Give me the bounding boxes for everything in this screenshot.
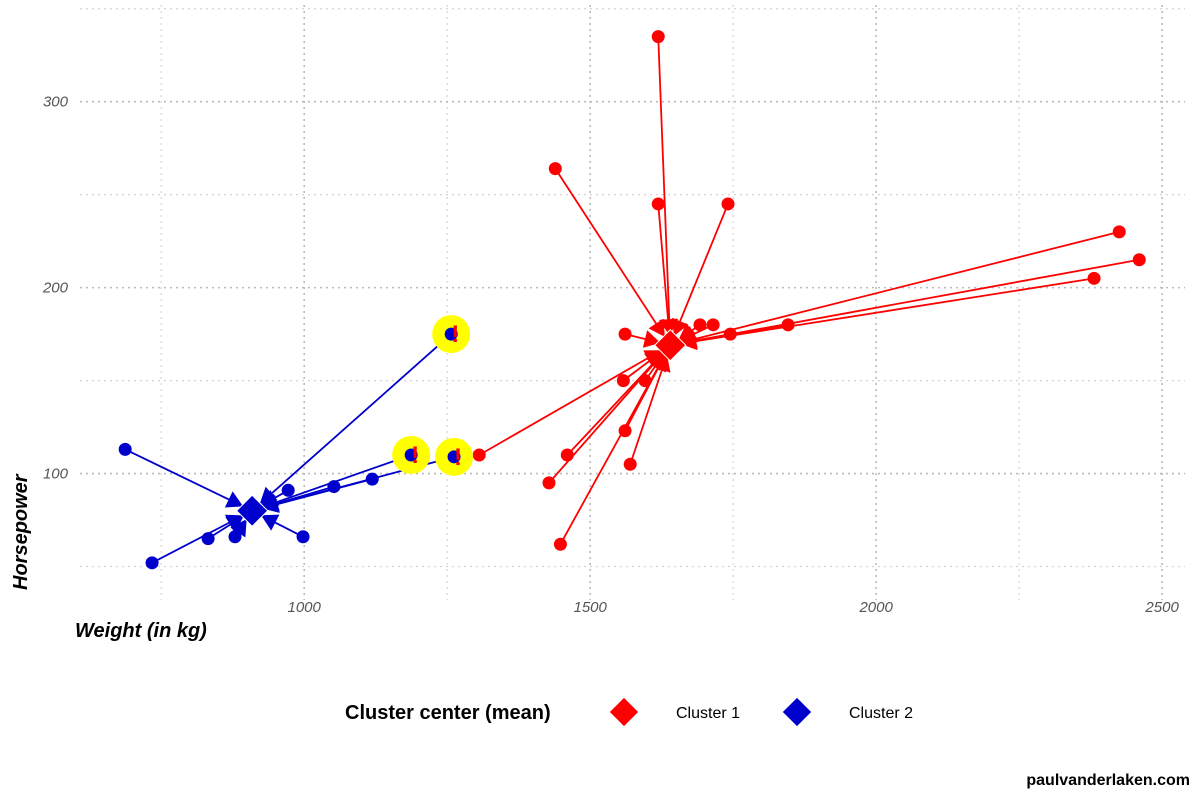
x-tick-label: 1500: [573, 599, 607, 616]
y-axis-label: Horsepower: [10, 473, 32, 590]
data-point: [228, 530, 242, 544]
data-point: [447, 450, 461, 464]
point-to-center-line: [548, 344, 671, 484]
outlier-marker: !: [454, 444, 462, 471]
arrowhead: [259, 486, 278, 505]
tick-labels: 1000 1500 2000 2500 100 200 300: [42, 94, 1179, 616]
data-point: [281, 483, 295, 497]
arrowhead: [648, 318, 665, 337]
arrowhead: [230, 519, 247, 538]
data-point: [1087, 271, 1101, 285]
data-point: [327, 480, 341, 494]
data-point: [616, 374, 630, 388]
point-to-center-line: [657, 36, 672, 346]
data-point: [118, 442, 132, 456]
legend-label-cluster-2: Cluster 2: [849, 705, 913, 722]
point-to-center-line: [670, 230, 1120, 347]
cluster-lines: [124, 36, 1140, 564]
data-point: [542, 476, 556, 490]
arrowhead: [261, 514, 280, 531]
data-point: [553, 537, 567, 551]
data-point: [723, 327, 737, 341]
data-point: [638, 374, 652, 388]
outlier-marker: !: [451, 321, 459, 348]
arrowhead: [224, 491, 244, 508]
data-point: [1132, 253, 1146, 267]
outlier-marker: !: [411, 442, 419, 469]
point-to-center-line: [670, 277, 1095, 347]
data-point: [404, 448, 418, 462]
point-to-center-line: [251, 333, 452, 512]
x-axis-label: Weight (in kg): [75, 620, 207, 642]
legend-title: Cluster center (mean): [345, 702, 551, 724]
y-tick-label: 100: [43, 466, 69, 483]
legend: Cluster center (mean) Cluster 1 Cluster …: [345, 697, 913, 727]
data-point: [472, 448, 486, 462]
legend-swatch-cluster-1: [609, 697, 639, 727]
data-point: [145, 556, 159, 570]
data-point: [618, 424, 632, 438]
arrowhead: [649, 354, 666, 373]
x-tick-label: 1000: [288, 599, 322, 616]
data-point: [365, 472, 379, 486]
arrowhead: [225, 516, 244, 533]
x-tick-label: 2500: [1144, 599, 1179, 616]
x-tick-label: 2000: [858, 599, 893, 616]
points: !!!: [118, 30, 1146, 570]
data-point: [721, 197, 735, 211]
data-point: [560, 448, 574, 462]
data-point: [201, 532, 215, 546]
point-to-center-line: [554, 168, 672, 346]
data-point: [296, 530, 310, 544]
data-point: [706, 318, 720, 332]
caption: paulvanderlaken.com: [1026, 772, 1190, 789]
y-tick-label: 300: [43, 94, 69, 111]
data-point: [548, 162, 562, 176]
point-to-center-line: [559, 344, 672, 545]
cluster-center-marker: [653, 329, 687, 362]
arrowhead: [671, 317, 689, 337]
legend-label-cluster-1: Cluster 1: [676, 705, 740, 722]
cluster-center-marker: [235, 494, 269, 528]
data-point: [618, 327, 632, 341]
data-point: [651, 30, 665, 44]
arrowhead: [679, 325, 698, 343]
data-point: [623, 457, 637, 471]
data-point: [1112, 225, 1126, 239]
data-point: [781, 318, 795, 332]
legend-swatch-cluster-2: [782, 697, 812, 727]
data-point: [651, 197, 665, 211]
point-to-center-line: [478, 344, 671, 456]
data-point: [444, 327, 458, 341]
y-tick-label: 200: [42, 280, 69, 297]
data-point: [693, 318, 707, 332]
